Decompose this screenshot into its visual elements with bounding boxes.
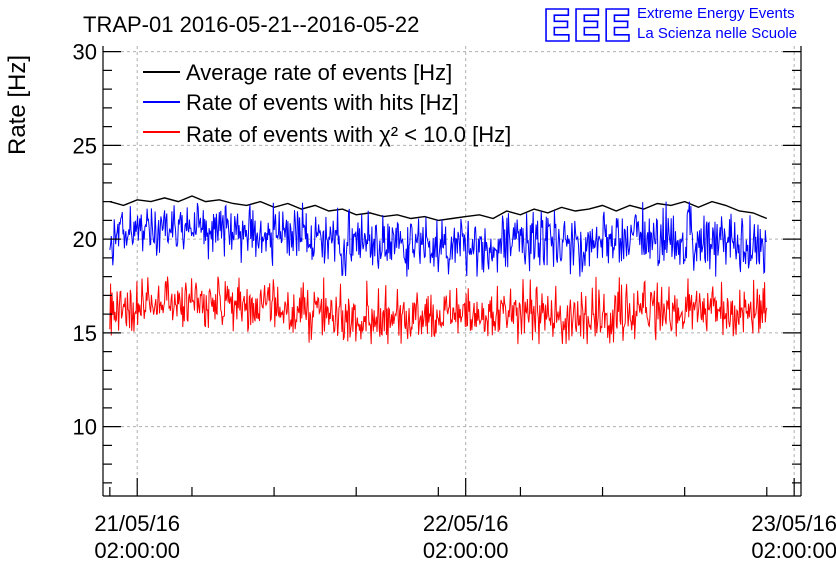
y-tick-label: 10 [73,415,97,440]
legend-label-hits: Rate of events with hits [Hz] [186,90,459,115]
y-tick-label: 25 [73,133,97,158]
series-line-1 [109,201,767,277]
y-axis-label: Rate [Hz] [4,55,31,155]
y-tick-label: 15 [73,321,97,346]
x-tick-time: 02:00:00 [423,538,509,563]
logo-line2: La Scienza nelle Scuole [637,25,797,42]
legend-label-average: Average rate of events [Hz] [186,60,452,85]
y-tick-label: 20 [73,227,97,252]
chart-title: TRAP-01 2016-05-21--2016-05-22 [83,12,419,37]
legend: Average rate of events [Hz] Rate of even… [143,60,511,147]
data-series [109,195,768,345]
legend-label-chi2: Rate of events with χ² < 10.0 [Hz] [186,122,511,147]
grid-lines [103,46,801,496]
logo-line1: Extreme Energy Events [637,5,795,22]
x-tick-date: 23/05/16 [751,511,836,536]
axes: 101520253021/05/1602:00:0022/05/1602:00:… [73,40,836,563]
y-tick-label: 30 [73,40,97,65]
logo-letters: EEE [542,1,632,52]
series-line-0 [109,195,768,222]
eee-logo: EEE Extreme Energy Events La Scienza nel… [541,0,797,53]
x-tick-time: 02:00:00 [94,538,180,563]
x-tick-date: 21/05/16 [94,511,180,536]
series-line-2 [109,276,768,345]
x-tick-time: 02:00:00 [751,538,836,563]
x-tick-date: 22/05/16 [423,511,509,536]
